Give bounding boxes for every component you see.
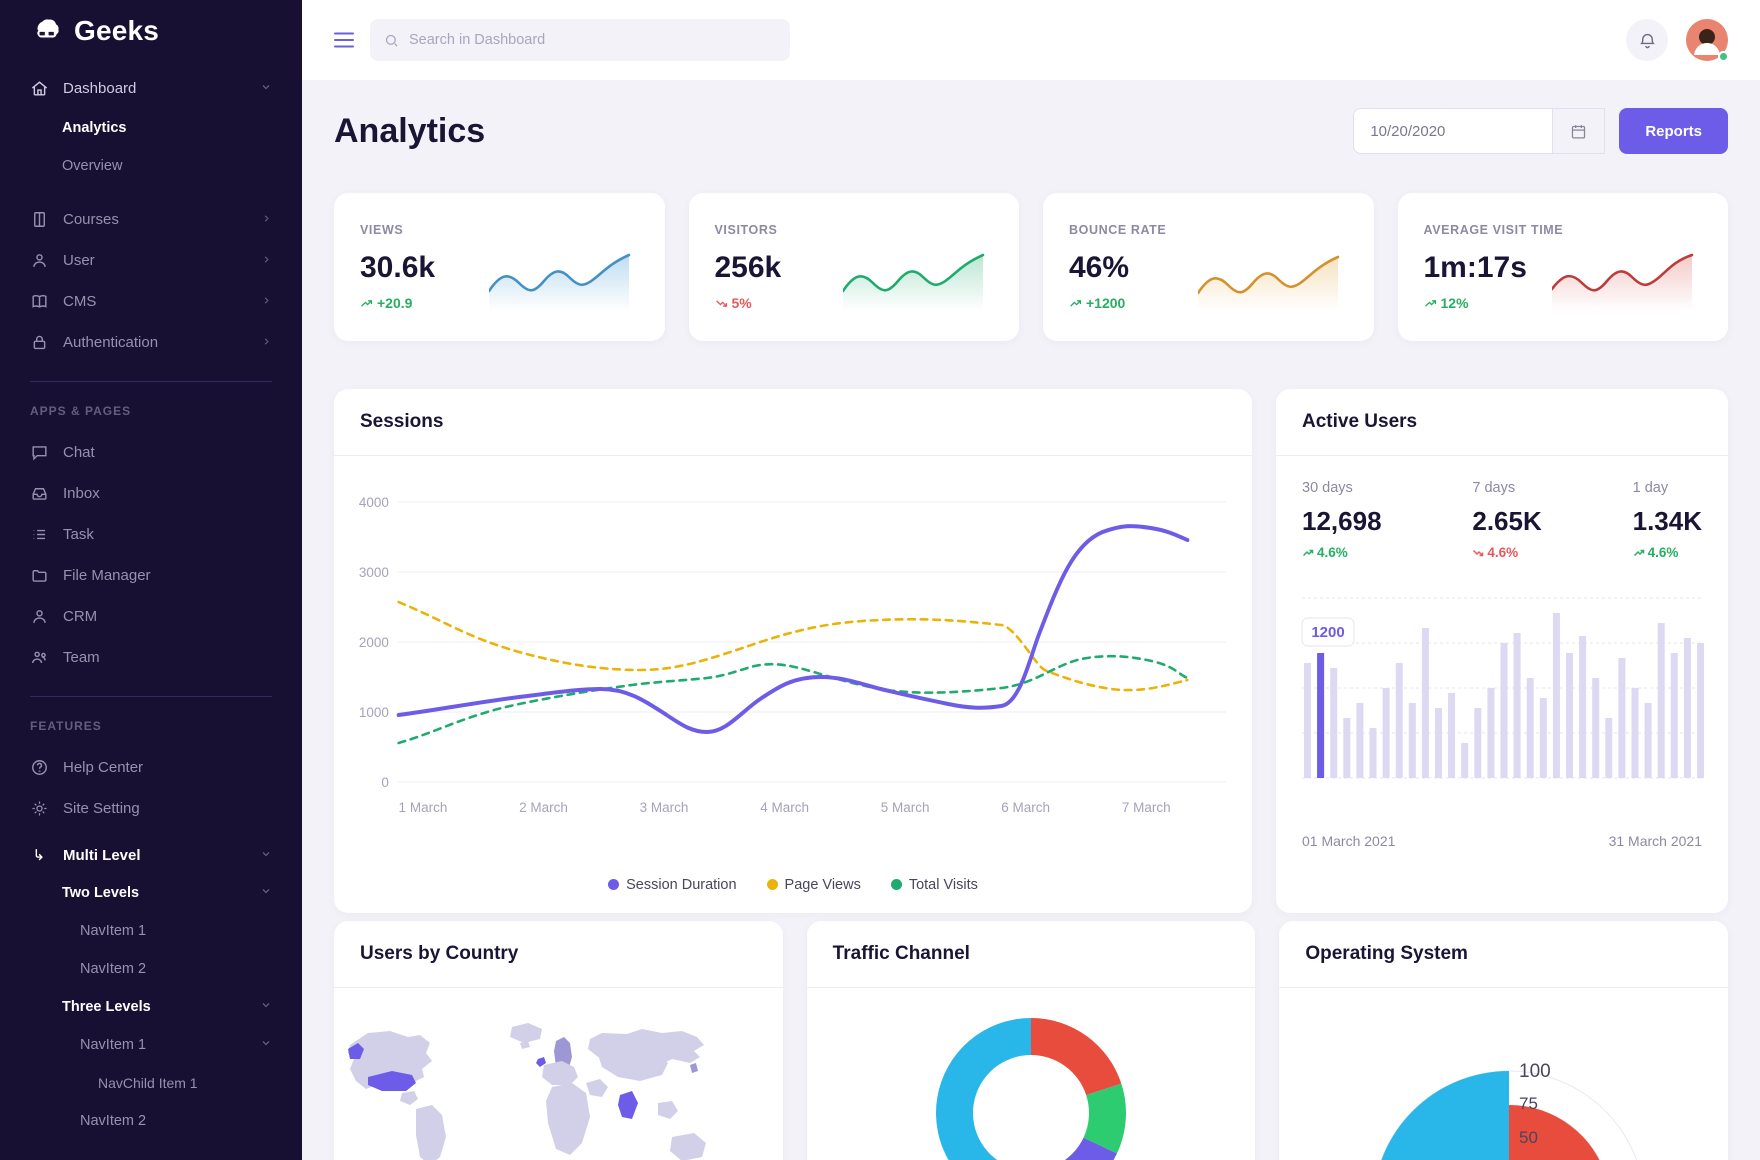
svg-text:1200: 1200 (1311, 624, 1344, 641)
svg-text:2 March: 2 March (519, 800, 568, 815)
svg-text:5 March: 5 March (881, 800, 930, 815)
svg-text:3000: 3000 (359, 565, 389, 580)
svg-text:50: 50 (1519, 1128, 1538, 1147)
svg-text:6 March: 6 March (1001, 800, 1050, 815)
svg-text:100: 100 (1519, 1061, 1551, 1082)
svg-text:2000: 2000 (359, 635, 389, 650)
svg-text:75: 75 (1519, 1094, 1538, 1113)
svg-text:3 March: 3 March (640, 800, 689, 815)
svg-text:1 March: 1 March (399, 800, 448, 815)
svg-text:1000: 1000 (359, 705, 389, 720)
svg-text:7 March: 7 March (1122, 800, 1171, 815)
svg-text:4000: 4000 (359, 495, 389, 510)
svg-text:4 March: 4 March (760, 800, 809, 815)
svg-text:0: 0 (381, 775, 389, 790)
